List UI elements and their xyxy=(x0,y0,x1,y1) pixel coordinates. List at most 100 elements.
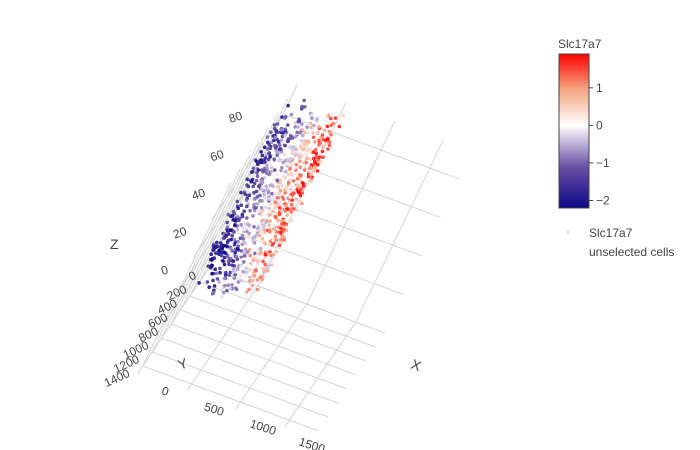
data-point[interactable] xyxy=(226,283,230,288)
data-point[interactable] xyxy=(270,243,275,247)
data-point[interactable] xyxy=(309,125,313,130)
data-point[interactable] xyxy=(246,222,250,227)
data-point[interactable] xyxy=(234,254,239,259)
data-point[interactable] xyxy=(239,278,243,283)
data-point[interactable] xyxy=(281,131,285,135)
data-point[interactable] xyxy=(247,248,252,252)
data-point[interactable] xyxy=(243,227,247,231)
data-point[interactable] xyxy=(235,257,240,262)
data-point[interactable] xyxy=(225,240,230,244)
data-point[interactable] xyxy=(286,123,290,127)
data-point[interactable] xyxy=(273,205,278,210)
data-point[interactable] xyxy=(251,214,255,218)
data-point[interactable] xyxy=(214,271,218,276)
data-point[interactable] xyxy=(292,191,296,195)
data-point[interactable] xyxy=(282,221,287,226)
data-point[interactable] xyxy=(293,121,298,125)
data-point[interactable] xyxy=(254,269,258,273)
data-point[interactable] xyxy=(236,280,241,284)
data-point[interactable] xyxy=(265,135,270,139)
data-point[interactable] xyxy=(302,168,307,172)
data-point[interactable] xyxy=(250,283,255,288)
data-point[interactable] xyxy=(245,276,249,281)
data-point[interactable] xyxy=(298,178,303,182)
data-point[interactable] xyxy=(271,238,276,243)
data-point[interactable] xyxy=(273,191,277,196)
data-point[interactable] xyxy=(245,243,249,247)
data-point[interactable] xyxy=(278,188,283,193)
data-point[interactable] xyxy=(252,202,256,207)
data-point[interactable] xyxy=(261,221,266,225)
data-point[interactable] xyxy=(274,238,279,242)
data-point[interactable] xyxy=(250,177,255,182)
data-point[interactable] xyxy=(301,163,306,167)
data-point[interactable] xyxy=(247,231,251,236)
data-point[interactable] xyxy=(213,267,217,272)
data-point[interactable] xyxy=(277,150,281,155)
data-point[interactable] xyxy=(220,258,225,263)
data-point[interactable] xyxy=(300,122,304,126)
data-point[interactable] xyxy=(265,269,270,273)
data-point[interactable] xyxy=(254,189,259,194)
data-point[interactable] xyxy=(289,218,294,223)
data-point[interactable] xyxy=(279,147,283,151)
data-point[interactable] xyxy=(260,209,264,214)
data-point[interactable] xyxy=(294,135,298,139)
data-point[interactable] xyxy=(288,195,293,200)
data-point[interactable] xyxy=(329,123,334,128)
data-point[interactable] xyxy=(327,129,332,134)
data-point[interactable] xyxy=(239,249,244,253)
data-point[interactable] xyxy=(210,258,214,262)
data-point[interactable] xyxy=(214,251,218,255)
data-point[interactable] xyxy=(235,199,240,204)
data-point[interactable] xyxy=(315,117,320,121)
data-point[interactable] xyxy=(276,218,280,223)
data-point[interactable] xyxy=(274,222,279,226)
data-point[interactable] xyxy=(262,160,266,165)
data-point[interactable] xyxy=(291,148,296,153)
data-point[interactable] xyxy=(228,286,233,291)
data-point[interactable] xyxy=(239,203,244,207)
data-point[interactable] xyxy=(215,277,220,281)
data-point[interactable] xyxy=(298,130,303,135)
data-point[interactable] xyxy=(298,193,303,198)
data-point[interactable] xyxy=(306,122,311,126)
data-point[interactable] xyxy=(280,115,284,119)
data-point[interactable] xyxy=(272,123,277,127)
data-point[interactable] xyxy=(281,174,286,179)
data-point[interactable] xyxy=(296,125,300,129)
data-point[interactable] xyxy=(259,150,264,154)
data-point[interactable] xyxy=(240,214,245,219)
data-point[interactable] xyxy=(298,152,302,156)
data-point[interactable] xyxy=(297,191,302,195)
data-point[interactable] xyxy=(255,231,260,235)
data-point[interactable] xyxy=(233,250,238,255)
data-point[interactable] xyxy=(225,288,229,293)
data-point[interactable] xyxy=(310,116,314,120)
data-point[interactable] xyxy=(294,152,298,156)
data-point[interactable] xyxy=(305,156,309,160)
data-point[interactable] xyxy=(320,145,325,149)
data-point[interactable] xyxy=(219,241,223,245)
data-point[interactable] xyxy=(272,227,277,232)
data-point[interactable] xyxy=(273,234,278,239)
data-point[interactable] xyxy=(255,202,260,206)
data-point[interactable] xyxy=(257,233,262,238)
data-point[interactable] xyxy=(267,263,272,268)
data-point[interactable] xyxy=(260,180,265,184)
data-point[interactable] xyxy=(269,165,274,170)
data-point[interactable] xyxy=(279,138,284,142)
data-point[interactable] xyxy=(197,281,201,285)
data-point[interactable] xyxy=(225,254,230,259)
data-point[interactable] xyxy=(266,252,271,257)
data-point[interactable] xyxy=(287,146,292,150)
data-point[interactable] xyxy=(289,161,293,166)
data-point[interactable] xyxy=(278,230,283,235)
data-point[interactable] xyxy=(286,190,291,194)
data-point[interactable] xyxy=(259,246,263,251)
data-point[interactable] xyxy=(230,283,234,287)
data-point[interactable] xyxy=(244,198,249,202)
data-point[interactable] xyxy=(283,209,288,213)
data-point[interactable] xyxy=(247,234,251,239)
